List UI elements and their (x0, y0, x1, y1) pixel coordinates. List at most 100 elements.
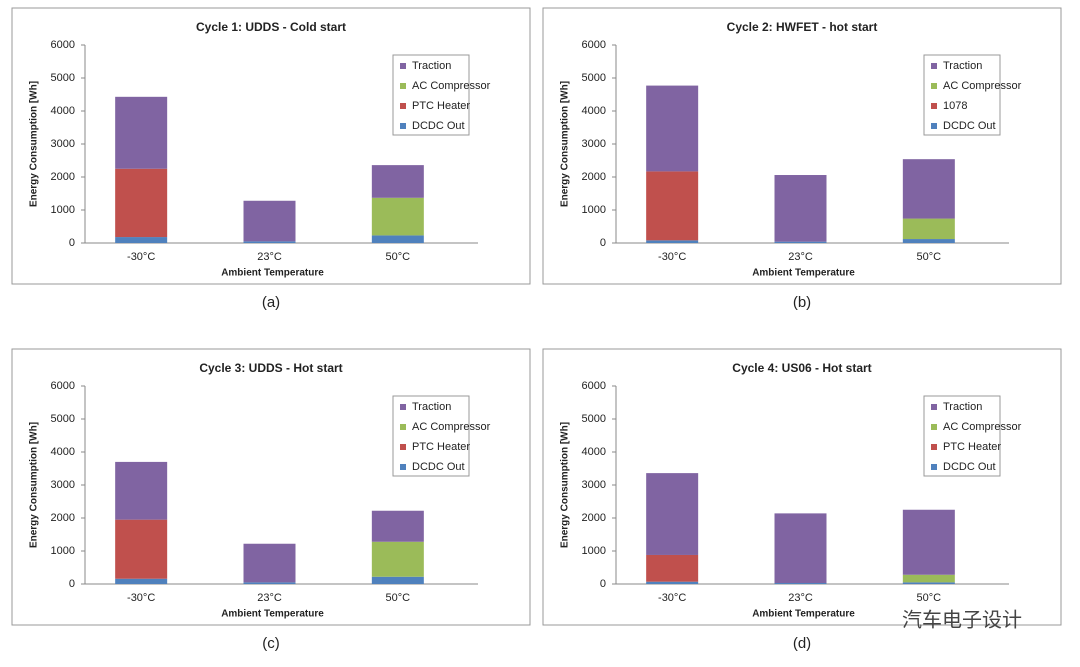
y-tick-label: 5000 (51, 413, 75, 425)
y-tick-label: 4000 (51, 105, 75, 117)
y-tick-label: 2000 (582, 512, 606, 524)
bar-segment (115, 519, 168, 579)
x-tick-label: -30°C (658, 251, 686, 263)
legend-label: AC Compressor (412, 421, 491, 433)
x-tick-label: 23°C (788, 592, 813, 604)
chart-title: Cycle 2: HWFET - hot start (727, 20, 878, 34)
x-axis-label: Ambient Temperature (752, 268, 855, 279)
y-tick-label: 5000 (582, 72, 606, 84)
bar-segment (774, 241, 827, 243)
y-tick-label: 0 (600, 578, 606, 590)
legend-label: Traction (412, 60, 451, 72)
legend-label: DCDC Out (412, 120, 465, 132)
y-tick-label: 0 (600, 237, 606, 249)
bar-segment (243, 582, 296, 584)
legend-label: PTC Heater (412, 100, 470, 112)
y-axis-label: Energy Consumption [Wh] (560, 81, 571, 207)
legend-label: DCDC Out (943, 461, 996, 473)
legend-label: 1078 (943, 100, 967, 112)
legend-swatch (931, 444, 937, 450)
legend-label: Traction (943, 60, 982, 72)
legend-swatch (400, 103, 406, 109)
chart-title: Cycle 4: US06 - Hot start (732, 361, 871, 375)
bar-segment (774, 175, 827, 242)
y-tick-label: 6000 (582, 380, 606, 392)
y-tick-label: 1000 (582, 204, 606, 216)
caption: (a) (262, 294, 280, 311)
y-tick-label: 2000 (51, 512, 75, 524)
y-tick-label: 3000 (51, 138, 75, 150)
x-tick-label: 23°C (257, 251, 282, 263)
bar-segment (115, 578, 168, 584)
y-tick-label: 0 (69, 578, 75, 590)
bar-segment (646, 554, 699, 582)
bar-segment (371, 165, 424, 198)
y-tick-label: 6000 (51, 39, 75, 51)
y-tick-label: 4000 (582, 105, 606, 117)
bar-segment (371, 576, 424, 584)
legend-label: AC Compressor (943, 421, 1022, 433)
bar-segment (774, 583, 827, 584)
y-tick-label: 6000 (51, 380, 75, 392)
x-tick-label: -30°C (658, 592, 686, 604)
legend-swatch (931, 83, 937, 89)
y-tick-label: 5000 (51, 72, 75, 84)
legend-label: Traction (412, 401, 451, 413)
y-tick-label: 3000 (582, 138, 606, 150)
bar-segment (371, 235, 424, 243)
legend-swatch (400, 83, 406, 89)
legend-label: AC Compressor (412, 80, 491, 92)
legend-label: DCDC Out (412, 461, 465, 473)
chart-title: Cycle 3: UDDS - Hot start (199, 361, 342, 375)
legend-swatch (400, 404, 406, 410)
legend-label: PTC Heater (943, 441, 1001, 453)
y-axis-label: Energy Consumption [Wh] (29, 81, 40, 207)
legend-swatch (400, 63, 406, 69)
bar-segment (243, 200, 296, 242)
y-tick-label: 1000 (582, 545, 606, 557)
bar-segment (902, 218, 955, 240)
x-tick-label: 50°C (386, 251, 411, 263)
y-tick-label: 0 (69, 237, 75, 249)
bar-segment (646, 240, 699, 243)
y-tick-label: 4000 (582, 446, 606, 458)
y-tick-label: 2000 (51, 171, 75, 183)
x-axis-label: Ambient Temperature (221, 609, 324, 620)
bar-segment (902, 509, 955, 575)
caption: (b) (793, 294, 811, 311)
legend-swatch (931, 123, 937, 129)
bar-segment (115, 96, 168, 169)
bar-segment (371, 541, 424, 577)
bar-segment (115, 461, 168, 520)
x-tick-label: -30°C (127, 592, 155, 604)
bar-segment (115, 237, 168, 243)
caption: (c) (262, 635, 280, 652)
bar-segment (902, 582, 955, 584)
bar-segment (646, 581, 699, 584)
chart-title: Cycle 1: UDDS - Cold start (196, 20, 346, 34)
y-axis-label: Energy Consumption [Wh] (29, 422, 40, 548)
legend-label: Traction (943, 401, 982, 413)
y-tick-label: 5000 (582, 413, 606, 425)
legend-label: AC Compressor (943, 80, 1022, 92)
legend-label: DCDC Out (943, 120, 996, 132)
legend-swatch (400, 424, 406, 430)
legend-swatch (400, 444, 406, 450)
x-tick-label: 50°C (917, 251, 942, 263)
bar-segment (902, 239, 955, 243)
y-tick-label: 6000 (582, 39, 606, 51)
legend-swatch (400, 123, 406, 129)
x-tick-label: 23°C (257, 592, 282, 604)
bar-segment (646, 473, 699, 555)
bar-segment (646, 171, 699, 241)
legend-swatch (931, 404, 937, 410)
y-tick-label: 4000 (51, 446, 75, 458)
x-axis-label: Ambient Temperature (752, 609, 855, 620)
x-tick-label: 50°C (917, 592, 942, 604)
bar-segment (902, 574, 955, 583)
y-tick-label: 2000 (582, 171, 606, 183)
legend-swatch (400, 464, 406, 470)
y-tick-label: 3000 (51, 479, 75, 491)
legend-swatch (931, 424, 937, 430)
